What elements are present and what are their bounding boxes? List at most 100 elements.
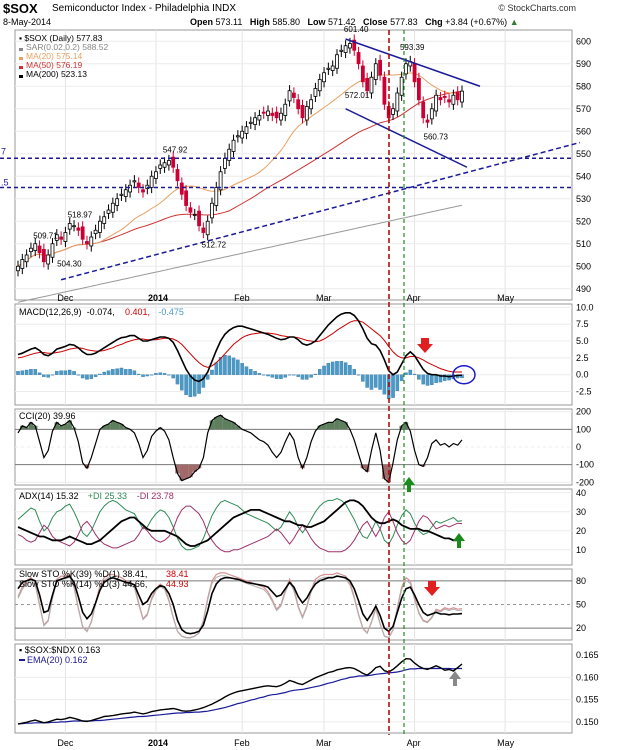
- macd-signal-line: [17, 320, 462, 373]
- macd-histogram-bar: [434, 374, 438, 383]
- macd-tick-label: 5.0: [576, 336, 589, 346]
- macd-histogram-bar: [339, 361, 344, 375]
- cci-oversold-fill: [382, 464, 387, 479]
- cci-overbought-fill: [123, 427, 128, 430]
- candle-body: [429, 108, 434, 120]
- macd-histogram-bar: [85, 374, 89, 380]
- sto14-k-line: [17, 575, 463, 639]
- macd-histogram-bar: [145, 374, 150, 377]
- price-legend-item: MA(200) 523.13: [26, 69, 87, 79]
- macd-histogram-bar: [67, 369, 72, 375]
- candle-body: [283, 103, 288, 116]
- candle-body: [287, 90, 292, 102]
- candle-body: [184, 190, 189, 206]
- minus-di-line: [17, 505, 463, 553]
- candle-body: [317, 79, 322, 92]
- candle-body: [128, 184, 132, 193]
- candle-body: [46, 254, 51, 265]
- quote-summary: Open 573.11 High 585.80 Low 571.42 Close…: [190, 17, 519, 27]
- sto-tick-label: 50: [576, 600, 586, 610]
- candle-body: [136, 182, 141, 188]
- candle-body: [356, 52, 361, 65]
- adx-tick-label: 20: [576, 526, 586, 536]
- macd-histogram-bar: [80, 374, 85, 379]
- macd-histogram-bar: [300, 374, 305, 380]
- macd-histogram-bar: [98, 373, 102, 375]
- price-tick-label: 540: [576, 171, 591, 181]
- cci-overbought-fill: [119, 424, 124, 430]
- macd-histogram-bar: [330, 361, 335, 375]
- cci-overbought-fill: [114, 422, 120, 430]
- macd-histogram-bar: [443, 374, 447, 381]
- candle-body: [59, 236, 64, 240]
- macd-histogram-bar: [352, 369, 356, 375]
- macd-histogram-bar: [59, 370, 63, 375]
- chg-label: Chg: [425, 17, 443, 27]
- macd-histogram-bar: [361, 374, 365, 382]
- adx-line: [17, 499, 463, 547]
- price-annotation: 560.73: [424, 133, 449, 142]
- candle-body: [348, 43, 352, 49]
- cci-oversold-fill: [179, 464, 185, 481]
- macd-histogram-bar: [412, 373, 417, 375]
- macd-histogram-bar: [365, 374, 369, 388]
- adx-buy-arrow-icon: [453, 533, 465, 548]
- macd-histogram-bar: [261, 374, 266, 376]
- candle-body: [300, 104, 305, 119]
- macd-histogram-bar: [214, 362, 219, 375]
- candle-body: [179, 182, 184, 195]
- candle-body: [20, 259, 25, 269]
- ratio-ema-line: [18, 667, 462, 725]
- price-tick-label: 600: [576, 36, 591, 46]
- candle-body: [166, 160, 171, 166]
- cci-tick-label: 100: [576, 424, 591, 434]
- ma20-line: [17, 72, 463, 267]
- candle-body: [93, 229, 98, 235]
- panel-frame-adx: [14, 488, 573, 566]
- candle-body: [322, 72, 326, 83]
- cci-tick-label: -100: [576, 460, 594, 470]
- adx-tick-label: 10: [576, 545, 586, 555]
- candle-body: [188, 207, 193, 213]
- macd-histogram-bar: [76, 374, 81, 376]
- macd-histogram-bar: [128, 369, 132, 375]
- candle-body: [438, 97, 443, 101]
- macd-histogram-bar: [274, 374, 279, 379]
- macd-histogram-bar: [33, 369, 37, 375]
- open-label: Open: [190, 17, 214, 27]
- sto39-line: [17, 575, 463, 635]
- macd-histogram-bar: [326, 363, 331, 375]
- candle-body: [244, 126, 249, 134]
- ratio-tick-label: 0.160: [576, 672, 599, 682]
- cci-overbought-fill: [110, 420, 116, 430]
- candle-body: [373, 63, 378, 80]
- cci-overbought-fill: [222, 418, 228, 430]
- cci-oversold-fill: [364, 464, 370, 472]
- x-axis-label: Mar: [316, 293, 332, 303]
- price-annotation: 504.30: [57, 260, 82, 269]
- candle-body: [63, 232, 68, 242]
- x-axis-label-bottom: Dec: [57, 738, 74, 748]
- cci-overbought-fill: [334, 418, 340, 430]
- macd-histogram-bar: [223, 355, 227, 375]
- chart-date: 8-May-2014: [3, 17, 52, 27]
- candle-body: [123, 189, 128, 197]
- candle-body: [442, 95, 447, 98]
- sto-tick-label: 20: [576, 623, 586, 633]
- cci-tick-label: 200: [576, 407, 591, 417]
- macd-histogram-bar: [378, 374, 382, 390]
- cci-overbought-fill: [106, 424, 111, 430]
- candle-body: [80, 226, 85, 240]
- candle-body: [201, 227, 206, 233]
- macd-histogram-bar: [42, 374, 46, 377]
- candle-body: [460, 90, 464, 103]
- macd-histogram-bar: [141, 374, 145, 377]
- macd-histogram-bar: [240, 363, 244, 375]
- candle-body: [235, 135, 240, 138]
- candle-body: [309, 99, 314, 110]
- macd-histogram-bar: [154, 373, 158, 375]
- macd-histogram-bar: [296, 374, 300, 377]
- price-tick-label: 580: [576, 81, 591, 91]
- candle-body: [404, 63, 408, 75]
